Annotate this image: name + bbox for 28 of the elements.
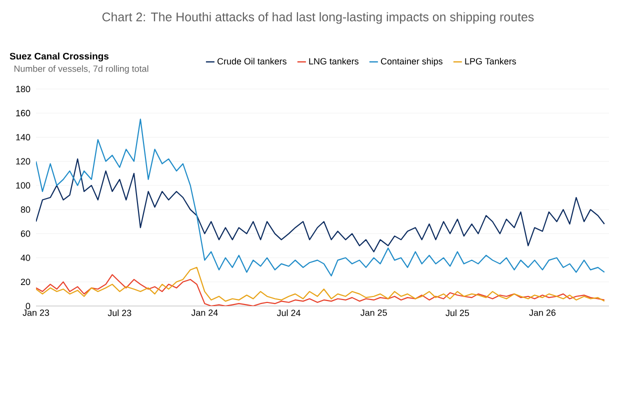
chart-subtitle: Suez Canal Crossings bbox=[10, 52, 109, 62]
y-tick-label: 20 bbox=[20, 278, 30, 286]
x-tick-label: Jul 24 bbox=[276, 310, 300, 316]
y-tick-label: 100 bbox=[16, 182, 30, 189]
y-axis-title: Number of vessels, 7d rolling total bbox=[14, 65, 148, 74]
x-tick-label: Jul 25 bbox=[446, 310, 470, 316]
x-tick-label: Jan 26 bbox=[529, 310, 556, 316]
y-tick-label: 160 bbox=[16, 110, 30, 116]
y-tick-label: 60 bbox=[20, 230, 30, 237]
x-tick-label: Jan 23 bbox=[22, 310, 50, 316]
y-tick-label: 120 bbox=[16, 158, 30, 165]
y-tick-label: 0 bbox=[26, 302, 30, 310]
line-series bbox=[36, 158, 605, 252]
legend-label: Container ships bbox=[380, 58, 442, 66]
x-tick-label: Jan 25 bbox=[360, 310, 387, 316]
line-series bbox=[36, 118, 605, 276]
line-series bbox=[36, 266, 605, 302]
legend-label: Crude Oil tankers bbox=[218, 58, 286, 64]
y-tick-label: 140 bbox=[16, 134, 30, 140]
x-tick-label: Jul 23 bbox=[108, 310, 132, 316]
y-tick-label: 40 bbox=[20, 254, 30, 261]
chart-title: Chart 2: The Houthi attacks of had last long-lasting impacts on shipping routes bbox=[102, 12, 534, 24]
y-tick-label: 80 bbox=[20, 206, 30, 213]
legend-label: LNG tankers bbox=[309, 58, 358, 64]
legend-label: LPG Tankers bbox=[465, 58, 516, 64]
x-tick-label: Jan 24 bbox=[191, 310, 218, 316]
line-series bbox=[36, 274, 605, 306]
y-tick-label: 180 bbox=[16, 86, 30, 92]
